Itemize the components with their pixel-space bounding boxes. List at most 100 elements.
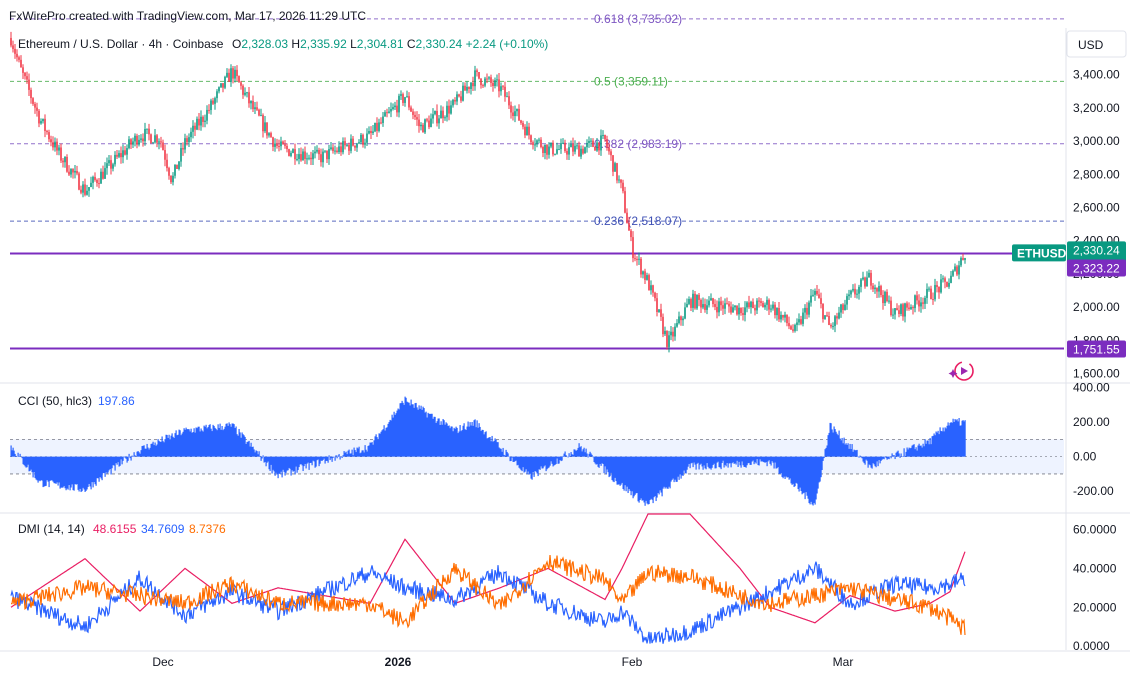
candle-body bbox=[166, 159, 168, 169]
cci-tick-label: 0.00 bbox=[1073, 450, 1097, 464]
cci-bar bbox=[866, 456, 868, 461]
cci-bar bbox=[318, 456, 320, 467]
cci-bar bbox=[933, 433, 935, 457]
cci-bar bbox=[873, 456, 875, 465]
cci-bar bbox=[401, 400, 403, 457]
price-axis[interactable]: 3,600.003,400.003,200.003,000.002,800.00… bbox=[1012, 34, 1126, 653]
candle-body bbox=[304, 151, 306, 159]
cci-bar bbox=[780, 456, 782, 474]
candle-body bbox=[820, 298, 822, 304]
level-price-badge[interactable] bbox=[1067, 340, 1126, 358]
cci-bar bbox=[47, 456, 49, 482]
cci-bar bbox=[341, 456, 343, 459]
cci-bar bbox=[809, 456, 811, 505]
candle-body bbox=[720, 301, 722, 306]
candle-body bbox=[578, 145, 580, 157]
cci-bar bbox=[35, 456, 37, 480]
candle-body bbox=[754, 308, 756, 311]
dmi-legend[interactable]: DMI (14, 14) 48.6155 34.7609 8.7376 bbox=[18, 522, 226, 536]
candle-body bbox=[362, 134, 364, 145]
cci-bar bbox=[793, 456, 795, 488]
candle-body bbox=[706, 305, 708, 310]
candle-body bbox=[284, 144, 286, 146]
cci-bar bbox=[144, 448, 146, 457]
candle-body bbox=[332, 147, 334, 152]
cci-bar bbox=[217, 424, 219, 457]
candle-body bbox=[218, 87, 220, 92]
cci-bar bbox=[697, 456, 699, 463]
cci-bar bbox=[418, 405, 420, 457]
candle-body bbox=[914, 295, 916, 309]
cci-bar bbox=[106, 456, 108, 474]
candle-body bbox=[346, 144, 348, 146]
cci-bar bbox=[311, 456, 313, 466]
cci-bar bbox=[383, 425, 385, 457]
cci-bar bbox=[236, 434, 238, 457]
cci-bar bbox=[366, 451, 368, 457]
cci-bar bbox=[163, 442, 165, 457]
cci-bar bbox=[621, 456, 623, 483]
cci-bar bbox=[788, 456, 790, 480]
cci-bar bbox=[203, 425, 205, 457]
cci-bar bbox=[167, 437, 169, 457]
candle-body bbox=[200, 116, 202, 126]
cci-bar bbox=[68, 456, 70, 486]
cci-legend[interactable]: CCI (50, hlc3) 197.86 bbox=[18, 394, 135, 408]
candle-body bbox=[866, 277, 868, 287]
cci-bar bbox=[946, 425, 948, 457]
level-price-badge[interactable] bbox=[1067, 259, 1126, 277]
cci-bar bbox=[872, 456, 874, 464]
cci-bar bbox=[75, 456, 77, 485]
cci-bar bbox=[26, 456, 28, 468]
cci-bar bbox=[395, 413, 397, 457]
candle-body bbox=[422, 124, 424, 133]
cci-bar bbox=[411, 404, 413, 457]
cci-bar bbox=[455, 426, 457, 457]
cci-bar bbox=[252, 446, 254, 457]
sparkle-replay-icon[interactable] bbox=[948, 361, 974, 381]
candle-body bbox=[506, 96, 508, 98]
candle-body bbox=[756, 300, 758, 311]
symbol-badge[interactable] bbox=[1012, 244, 1066, 262]
cci-bar bbox=[660, 456, 662, 493]
cci-bar bbox=[86, 456, 88, 490]
cci-bar bbox=[32, 456, 34, 478]
currency-button[interactable]: USD bbox=[1066, 30, 1127, 58]
candle-body bbox=[310, 157, 312, 160]
cci-bar bbox=[822, 456, 824, 461]
candle-body bbox=[54, 141, 56, 148]
candle-body bbox=[176, 164, 178, 169]
candle-body bbox=[452, 99, 454, 106]
cci-bar bbox=[940, 430, 942, 457]
candle-body bbox=[930, 288, 932, 299]
cci-bar bbox=[295, 456, 297, 467]
cci-bar bbox=[300, 456, 302, 465]
candle-body bbox=[232, 68, 234, 79]
cci-bar bbox=[410, 399, 412, 457]
candle-body bbox=[412, 111, 414, 115]
cci-bar bbox=[293, 456, 295, 471]
cci-bar bbox=[585, 448, 587, 457]
cci-bar bbox=[748, 456, 750, 463]
cci-bar bbox=[14, 453, 16, 457]
candle-body bbox=[358, 142, 360, 144]
cci-bar bbox=[633, 456, 635, 497]
candle-body bbox=[708, 300, 710, 306]
cci-bar bbox=[485, 431, 487, 457]
cci-bar bbox=[658, 456, 660, 495]
candle-body bbox=[266, 122, 268, 136]
cci-bar bbox=[58, 456, 60, 483]
time-axis[interactable]: Dec 2026 Feb Mar bbox=[152, 655, 853, 669]
horizontal-lines[interactable] bbox=[10, 252, 1064, 350]
cci-bar bbox=[174, 433, 176, 457]
candle-body bbox=[518, 108, 520, 121]
cci-bar bbox=[208, 425, 210, 457]
cci-bar bbox=[159, 441, 161, 457]
fibonacci-retracement[interactable]: 0.618 (3,735.02) 0.5 (3,359.11) 0.382 (2,9… bbox=[10, 12, 1064, 228]
symbol-legend[interactable]: Ethereum / U.S. Dollar · 4h · Coinbase O… bbox=[18, 37, 548, 51]
candle-body bbox=[942, 278, 944, 280]
cci-bar bbox=[114, 456, 116, 471]
cci-bar bbox=[882, 456, 884, 459]
candle-body bbox=[964, 258, 966, 260]
